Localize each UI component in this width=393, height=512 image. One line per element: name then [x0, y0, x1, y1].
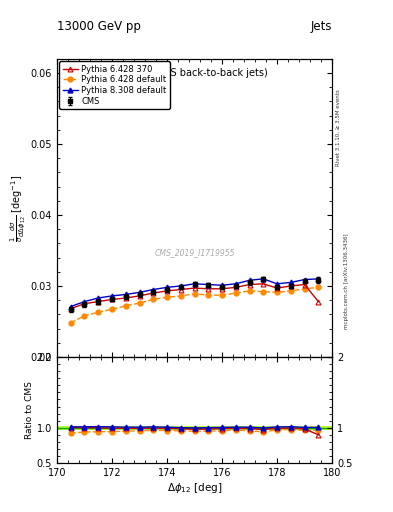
Pythia 8.308 default	[206, 282, 211, 288]
Pythia 6.428 default	[316, 284, 321, 290]
Pythia 6.428 370	[275, 285, 279, 291]
Pythia 6.428 370	[178, 286, 183, 292]
Pythia 6.428 default	[220, 292, 224, 298]
Pythia 8.308 default	[275, 281, 279, 287]
Pythia 6.428 370	[68, 306, 73, 312]
Text: 13000 GeV pp: 13000 GeV pp	[57, 20, 141, 33]
Text: mcplots.cern.ch [arXiv:1306.3436]: mcplots.cern.ch [arXiv:1306.3436]	[344, 234, 349, 329]
Pythia 8.308 default	[123, 291, 128, 297]
Legend: Pythia 6.428 370, Pythia 6.428 default, Pythia 8.308 default, CMS: Pythia 6.428 370, Pythia 6.428 default, …	[59, 61, 170, 109]
Pythia 6.428 370	[96, 298, 101, 305]
Line: Pythia 6.428 370: Pythia 6.428 370	[68, 282, 321, 311]
Pythia 8.308 default	[247, 277, 252, 283]
Pythia 6.428 default	[261, 289, 266, 295]
Pythia 8.308 default	[165, 284, 169, 290]
Pythia 8.308 default	[302, 276, 307, 283]
Pythia 6.428 370	[82, 301, 87, 307]
Pythia 6.428 370	[302, 282, 307, 288]
Line: Pythia 8.308 default: Pythia 8.308 default	[68, 276, 321, 309]
Pythia 8.308 default	[178, 283, 183, 289]
Pythia 6.428 370	[247, 282, 252, 288]
Pythia 8.308 default	[261, 276, 266, 282]
Pythia 6.428 default	[68, 320, 73, 326]
Pythia 6.428 370	[206, 286, 211, 292]
Pythia 6.428 370	[110, 296, 114, 303]
Pythia 6.428 370	[288, 283, 293, 289]
Text: Δφ(jj) (CMS back-to-back jets): Δφ(jj) (CMS back-to-back jets)	[122, 68, 267, 78]
Y-axis label: Ratio to CMS: Ratio to CMS	[25, 381, 34, 439]
Pythia 6.428 default	[110, 306, 114, 312]
Pythia 8.308 default	[233, 281, 238, 287]
Pythia 8.308 default	[220, 282, 224, 288]
Bar	[57, 426, 332, 430]
Pythia 6.428 default	[123, 303, 128, 309]
Pythia 8.308 default	[96, 295, 101, 301]
Pythia 6.428 default	[302, 286, 307, 292]
Pythia 6.428 370	[137, 293, 142, 299]
Pythia 6.428 default	[247, 288, 252, 294]
Pythia 8.308 default	[110, 293, 114, 299]
Pythia 6.428 default	[165, 294, 169, 301]
Pythia 8.308 default	[316, 276, 321, 282]
Pythia 6.428 default	[96, 309, 101, 315]
Pythia 6.428 370	[233, 284, 238, 290]
Pythia 6.428 default	[206, 292, 211, 298]
X-axis label: $\Delta\phi_{12}$ [deg]: $\Delta\phi_{12}$ [deg]	[167, 481, 222, 495]
Pythia 6.428 default	[233, 290, 238, 296]
Line: Pythia 6.428 default: Pythia 6.428 default	[68, 285, 321, 325]
Pythia 6.428 370	[220, 286, 224, 292]
Pythia 6.428 default	[275, 289, 279, 295]
Pythia 6.428 default	[82, 313, 87, 319]
Pythia 8.308 default	[68, 304, 73, 310]
Pythia 6.428 370	[151, 290, 156, 296]
Pythia 6.428 default	[178, 293, 183, 299]
Text: Jets: Jets	[310, 20, 332, 33]
Pythia 6.428 370	[192, 285, 197, 291]
Pythia 8.308 default	[192, 281, 197, 287]
Pythia 8.308 default	[137, 289, 142, 295]
Text: Rivet 3.1.10, ≥ 3.5M events: Rivet 3.1.10, ≥ 3.5M events	[336, 90, 341, 166]
Pythia 8.308 default	[151, 286, 156, 292]
Pythia 6.428 default	[137, 300, 142, 306]
Pythia 6.428 370	[261, 281, 266, 287]
Pythia 8.308 default	[82, 298, 87, 305]
Pythia 6.428 default	[151, 296, 156, 303]
Pythia 6.428 370	[123, 295, 128, 301]
Pythia 8.308 default	[288, 280, 293, 286]
Y-axis label: $\frac{1}{\sigma}\frac{d\sigma}{d\Delta\phi_{12}}$ [deg$^{-1}$]: $\frac{1}{\sigma}\frac{d\sigma}{d\Delta\…	[9, 174, 28, 242]
Pythia 6.428 default	[288, 288, 293, 294]
Pythia 6.428 370	[316, 298, 321, 305]
Pythia 6.428 370	[165, 288, 169, 294]
Text: CMS_2019_I1719955: CMS_2019_I1719955	[154, 248, 235, 257]
Pythia 6.428 default	[192, 291, 197, 297]
